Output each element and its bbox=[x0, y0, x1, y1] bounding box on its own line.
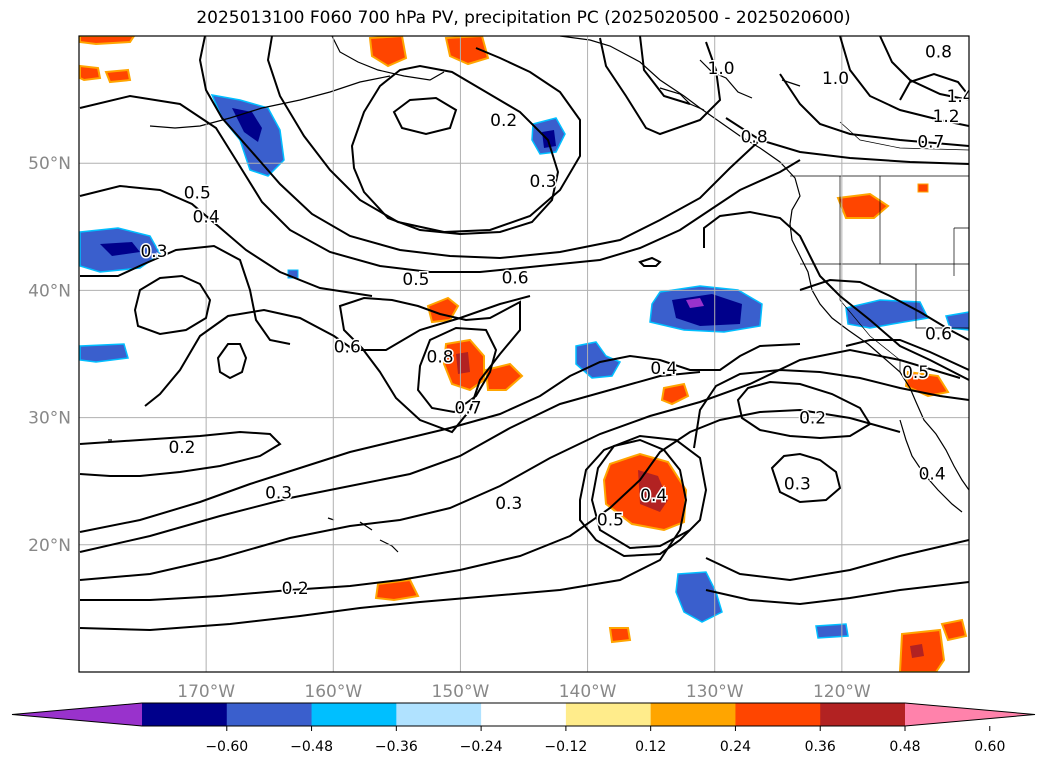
longitude-label: 150°W bbox=[432, 682, 490, 702]
contour-label: 0.2 bbox=[282, 579, 309, 599]
precipitation-shading bbox=[79, 36, 969, 672]
contour-label: 0.7 bbox=[455, 398, 482, 418]
colorbar-swatch bbox=[311, 703, 397, 726]
contour-label: 0.8 bbox=[741, 127, 768, 147]
map-background bbox=[79, 36, 969, 672]
contour-label: 0.3 bbox=[530, 172, 557, 192]
contour-label: 0.4 bbox=[919, 465, 946, 485]
coastlines bbox=[108, 36, 969, 553]
map-title: 2025013100 F060 700 hPa PV, precipitatio… bbox=[196, 8, 851, 28]
longitude-label: 160°W bbox=[304, 682, 362, 702]
contour-label: 0.5 bbox=[184, 183, 211, 203]
contour-label: 1.0 bbox=[708, 59, 735, 79]
contour-label: 0.3 bbox=[140, 242, 167, 262]
colorbar-outline bbox=[11, 702, 1036, 727]
contour-label: 0.2 bbox=[799, 409, 826, 429]
contour-label: 1.2 bbox=[933, 107, 960, 127]
gridlines bbox=[79, 36, 969, 672]
colorbar-tick-label: 0.36 bbox=[805, 739, 836, 755]
longitude-label: 140°W bbox=[559, 682, 617, 702]
contour-label: 0.3 bbox=[265, 484, 292, 504]
colorbar-swatch bbox=[396, 703, 482, 726]
contour-label: 0.4 bbox=[640, 486, 667, 506]
colorbar-tick-label: −0.36 bbox=[375, 739, 418, 755]
contour-label: 1.4 bbox=[947, 87, 974, 107]
colorbar-swatch bbox=[142, 703, 228, 726]
contour-label: 0.3 bbox=[784, 475, 811, 495]
colorbar-tick-label: 0.12 bbox=[635, 739, 666, 755]
contour-label: 0.2 bbox=[168, 438, 195, 458]
contour-label: 0.6 bbox=[925, 325, 952, 345]
colorbar-swatch bbox=[650, 703, 736, 726]
colorbar-swatch bbox=[226, 703, 313, 726]
colorbar-swatch bbox=[820, 703, 906, 726]
colorbar-tick-label: 0.24 bbox=[720, 739, 751, 755]
contour-label: 0.5 bbox=[597, 510, 624, 530]
latitude-labels: 20°N 30°N 40°N 50°N bbox=[28, 154, 71, 556]
contour-label: 0.5 bbox=[402, 270, 429, 290]
contour-label: 0.5 bbox=[902, 363, 929, 383]
contour-label: 0.4 bbox=[650, 359, 677, 379]
colorbar-extend-high bbox=[905, 703, 1035, 726]
latitude-label: 20°N bbox=[28, 536, 71, 556]
colorbar-extend-low bbox=[12, 703, 142, 726]
colorbar-tick-label: −0.24 bbox=[460, 739, 503, 755]
contour-label: 1.0 bbox=[822, 69, 849, 89]
longitude-label: 120°W bbox=[813, 682, 871, 702]
contour-label: 0.6 bbox=[334, 337, 361, 357]
contour-label: 0.2 bbox=[490, 111, 517, 131]
contour-label: 0.6 bbox=[502, 269, 529, 289]
pv-contours bbox=[79, 36, 969, 632]
contour-labels: 0.2 0.3 0.5 0.4 0.3 0.5 0.6 0.6 0.8 0.7 0.4 0.2 0.3 0… bbox=[139, 41, 974, 601]
longitude-label: 130°W bbox=[686, 682, 744, 702]
contour-label: 0.3 bbox=[495, 494, 522, 514]
latitude-label: 50°N bbox=[28, 154, 71, 174]
colorbar-swatch bbox=[565, 703, 652, 726]
colorbar-tick-label: −0.12 bbox=[544, 739, 587, 755]
colorbar-tick-label: −0.48 bbox=[290, 739, 333, 755]
contour-label: 0.4 bbox=[193, 208, 220, 228]
contour-label: 0.7 bbox=[917, 133, 944, 153]
colorbar-tick-label: 0.48 bbox=[889, 739, 920, 755]
map-frame bbox=[78, 35, 970, 673]
longitude-labels: 170°W 160°W 150°W 140°W 130°W 120°W bbox=[177, 682, 871, 702]
colorbar-tick-label: 0.60 bbox=[974, 739, 1005, 755]
longitude-label: 170°W bbox=[177, 682, 235, 702]
latitude-label: 40°N bbox=[28, 281, 71, 301]
colorbar-swatch bbox=[735, 703, 821, 726]
colorbar-tick-label: −0.60 bbox=[205, 739, 248, 755]
latitude-label: 30°N bbox=[28, 409, 71, 429]
contour-label: 0.8 bbox=[427, 348, 454, 368]
state-borders bbox=[790, 121, 969, 372]
contour-label: 0.8 bbox=[925, 42, 952, 62]
colorbar-swatch bbox=[481, 703, 567, 726]
